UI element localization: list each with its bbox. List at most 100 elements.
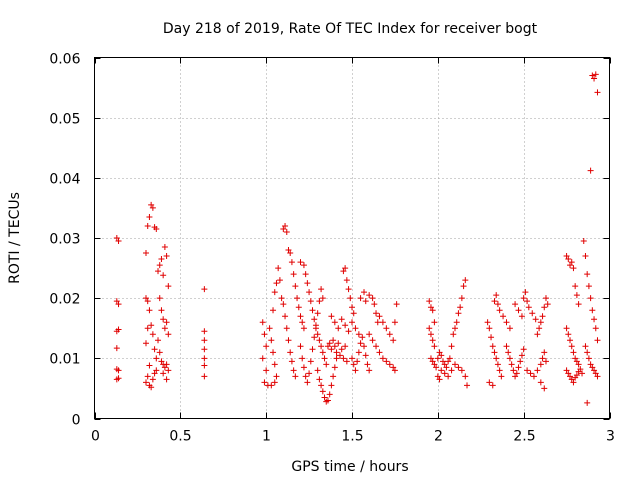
data-point <box>143 295 149 302</box>
data-point <box>544 301 551 308</box>
data-point <box>259 355 266 362</box>
data-point <box>261 379 268 386</box>
data-point <box>438 352 445 359</box>
data-point <box>537 319 544 326</box>
data-point <box>113 345 120 352</box>
data-point <box>515 364 522 371</box>
data-point <box>539 355 546 362</box>
data-point <box>144 222 151 229</box>
data-point <box>441 370 448 377</box>
data-point <box>343 358 350 365</box>
data-point <box>570 349 577 356</box>
data-point <box>457 304 464 311</box>
data-point <box>452 361 458 368</box>
data-point <box>287 349 294 356</box>
data-point <box>153 355 160 362</box>
axis-ticks: 0 0.5 1 1.5 2 2.5 3 0 0.01 0.02 0.03 0.04 0.05 0.06 <box>49 52 615 445</box>
data-point <box>386 331 393 338</box>
data-point <box>573 372 580 379</box>
data-point <box>201 337 208 344</box>
data-point <box>350 361 357 368</box>
data-point <box>156 295 163 302</box>
data-point <box>512 373 519 380</box>
data-point <box>292 373 299 380</box>
data-point <box>362 352 369 359</box>
data-point <box>271 379 278 386</box>
data-point <box>567 262 574 269</box>
data-point <box>155 337 162 344</box>
data-point <box>263 367 270 374</box>
data-point <box>144 298 151 305</box>
data-point <box>585 283 592 290</box>
data-point <box>591 367 598 374</box>
data-point <box>434 373 441 380</box>
data-point <box>345 286 352 293</box>
data-point <box>302 373 309 380</box>
data-point <box>335 325 342 332</box>
data-point <box>390 337 397 344</box>
data-point <box>491 349 498 356</box>
data-point <box>165 367 172 374</box>
data-point <box>271 289 278 296</box>
data-point <box>573 292 580 299</box>
data-point <box>345 328 352 335</box>
data-point <box>316 298 323 305</box>
data-point <box>460 283 467 290</box>
data-point <box>143 250 149 257</box>
data-point <box>148 201 155 208</box>
data-point <box>506 355 513 362</box>
data-point <box>149 204 156 211</box>
data-point <box>427 331 434 338</box>
data-point <box>359 334 366 341</box>
data-point <box>161 364 168 371</box>
data-point <box>537 379 544 386</box>
data-point <box>304 379 311 386</box>
data-point <box>160 272 167 279</box>
data-point <box>148 322 155 329</box>
data-point <box>364 361 371 368</box>
y-tick-label: 0 <box>72 413 81 429</box>
data-point <box>285 337 292 344</box>
data-point <box>297 259 304 266</box>
data-point <box>390 364 397 371</box>
data-point <box>319 295 326 302</box>
data-point <box>115 326 122 333</box>
data-point <box>594 89 601 96</box>
data-point <box>342 322 349 329</box>
y-tick-label: 0.03 <box>49 232 80 248</box>
data-point <box>338 316 345 323</box>
data-point <box>201 328 208 335</box>
data-point <box>536 325 543 332</box>
data-point <box>565 256 572 263</box>
data-point <box>316 337 323 344</box>
data-point <box>261 331 268 338</box>
data-point <box>371 301 378 308</box>
data-point <box>165 283 172 290</box>
data-point <box>458 295 465 302</box>
data-point <box>352 325 359 332</box>
data-point <box>587 361 594 368</box>
data-point <box>361 343 368 350</box>
data-point <box>263 343 270 350</box>
data-point <box>592 71 599 78</box>
data-point <box>366 331 373 338</box>
x-tick-label: 0 <box>91 429 100 445</box>
data-point <box>494 301 501 308</box>
data-point <box>326 391 333 398</box>
data-point <box>445 373 452 380</box>
data-point <box>357 295 364 302</box>
data-point <box>577 366 584 373</box>
data-point <box>297 313 304 320</box>
data-point <box>503 343 510 350</box>
data-point <box>148 384 155 391</box>
data-point <box>594 337 601 344</box>
data-point <box>153 225 160 232</box>
data-point <box>379 355 386 362</box>
data-point <box>587 167 594 174</box>
y-axis-label: ROTI / TECUs <box>7 192 23 284</box>
data-point <box>149 376 156 383</box>
data-point <box>592 325 599 332</box>
data-point <box>290 367 297 374</box>
data-point <box>587 295 594 302</box>
data-point <box>589 307 596 314</box>
